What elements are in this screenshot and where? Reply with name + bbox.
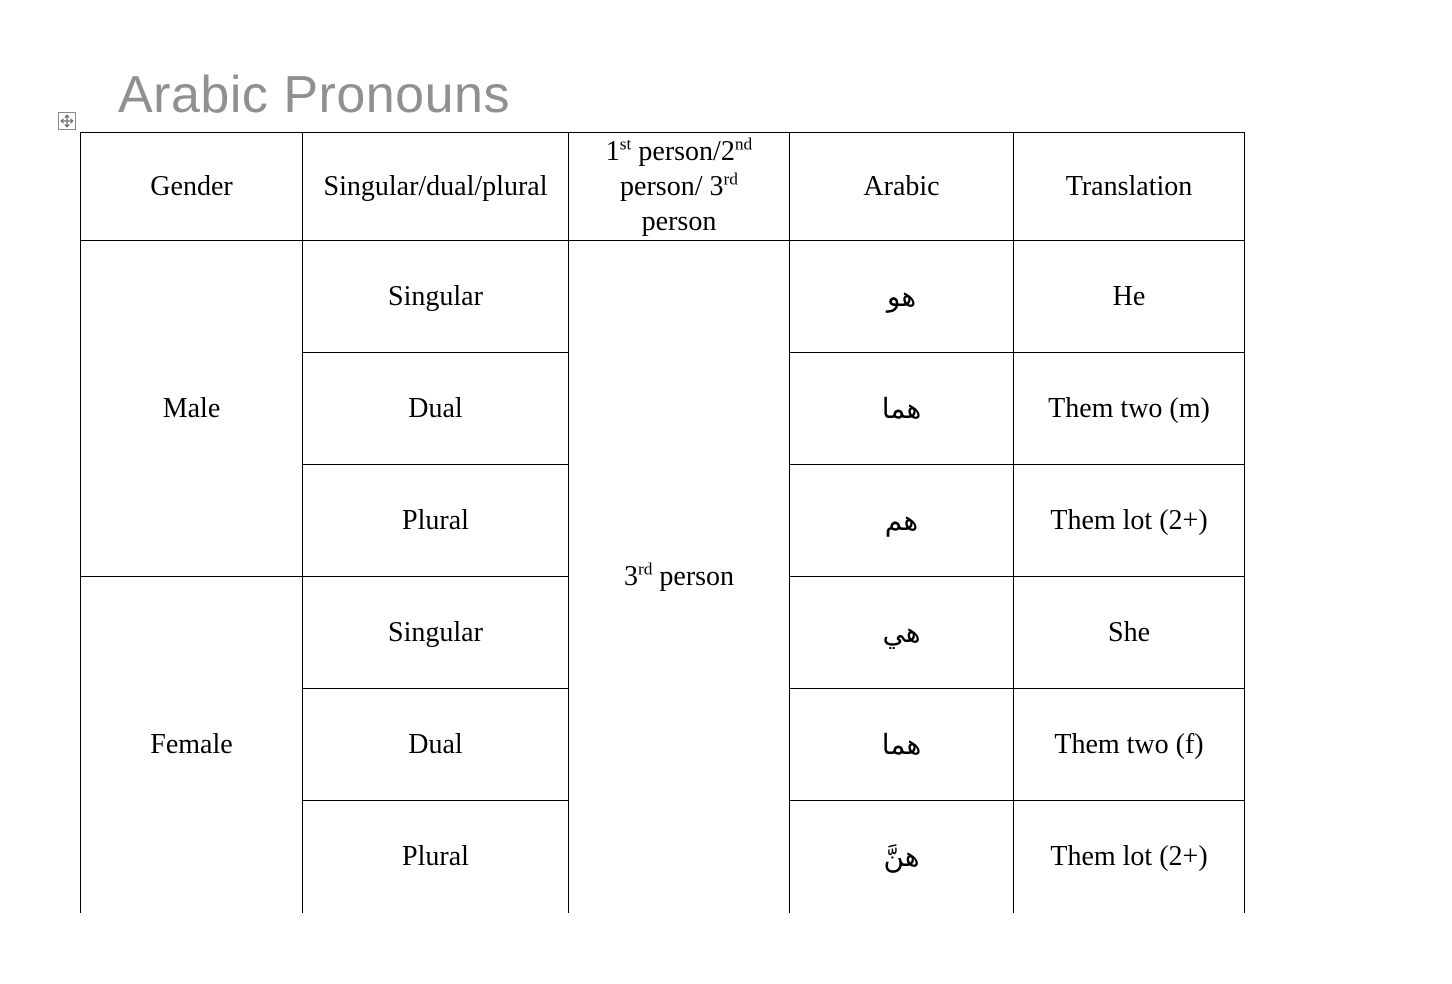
- cell-arabic: هو: [790, 241, 1014, 353]
- table-header-row: Gender Singular/dual/plural 1st person/2…: [81, 133, 1245, 241]
- cell-number: Plural: [303, 801, 569, 913]
- col-header-arabic: Arabic: [790, 133, 1014, 241]
- cell-arabic: هي: [790, 577, 1014, 689]
- pronouns-table: Gender Singular/dual/plural 1st person/2…: [80, 132, 1245, 913]
- cell-translation: Them lot (2+): [1014, 801, 1245, 913]
- cell-number: Singular: [303, 577, 569, 689]
- cell-gender-female: Female: [81, 577, 303, 913]
- cell-arabic: هما: [790, 689, 1014, 801]
- cell-number: Dual: [303, 353, 569, 465]
- col-header-gender: Gender: [81, 133, 303, 241]
- cell-translation: Them lot (2+): [1014, 465, 1245, 577]
- page-title: Arabic Pronouns: [118, 65, 510, 125]
- col-header-person: 1st person/2ndperson/ 3rdperson: [569, 133, 790, 241]
- cell-person: 3rd person: [569, 241, 790, 913]
- cell-gender-male: Male: [81, 241, 303, 577]
- cell-translation: Them two (m): [1014, 353, 1245, 465]
- cell-translation: Them two (f): [1014, 689, 1245, 801]
- cell-arabic: هم: [790, 465, 1014, 577]
- cell-translation: He: [1014, 241, 1245, 353]
- table-row: Male Singular 3rd person هو He: [81, 241, 1245, 353]
- cell-number: Singular: [303, 241, 569, 353]
- col-header-translation: Translation: [1014, 133, 1245, 241]
- cell-number: Plural: [303, 465, 569, 577]
- cell-arabic: هنَّ: [790, 801, 1014, 913]
- cell-number: Dual: [303, 689, 569, 801]
- cell-translation: She: [1014, 577, 1245, 689]
- table-move-handle-icon[interactable]: [58, 112, 76, 130]
- col-header-number: Singular/dual/plural: [303, 133, 569, 241]
- cell-arabic: هما: [790, 353, 1014, 465]
